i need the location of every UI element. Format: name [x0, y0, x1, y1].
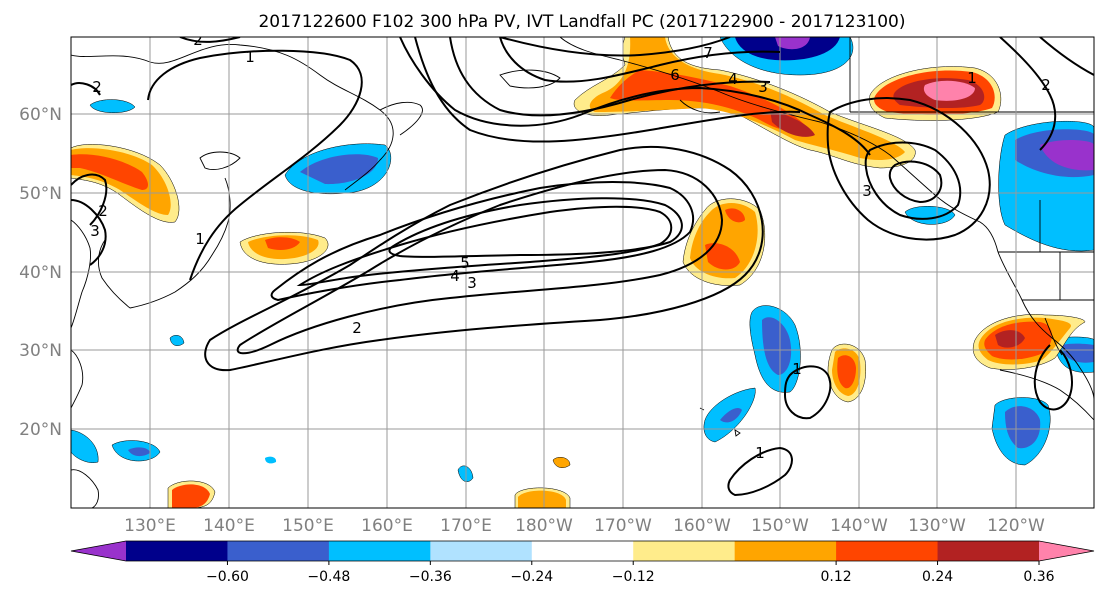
lon-label: 150°W — [751, 516, 809, 536]
lon-label: 160°W — [673, 516, 731, 536]
contour-label: 6 — [670, 66, 680, 84]
contour-label: 2 — [1041, 76, 1051, 94]
contour-label: 2 — [92, 78, 102, 96]
colorbar-tick-label: 0.36 — [1023, 569, 1054, 585]
contour-label: 2 — [193, 31, 203, 49]
lat-label: 30°N — [19, 341, 62, 361]
contour-label: 3 — [467, 274, 477, 292]
contour-label: 4 — [728, 70, 738, 88]
colorbar-cell — [531, 541, 634, 561]
contour-labels: 1 5 4 3 2 6 7 4 3 1 3 2 2 2 3 1 2 1 1 — [90, 31, 1051, 462]
contour-label: 4 — [450, 267, 460, 285]
map-frame — [70, 36, 1095, 509]
lon-label: 130°E — [124, 516, 176, 536]
colorbar-cell — [937, 541, 1040, 561]
colorbar-tick-label: −0.60 — [206, 569, 249, 585]
lon-label: 180°W — [515, 516, 573, 536]
contour-label: 1 — [195, 230, 205, 248]
colorbar-tick-label: −0.36 — [409, 569, 452, 585]
pv-contours — [71, 37, 1094, 497]
lon-label: 140°E — [203, 516, 255, 536]
lat-label: 20°N — [19, 420, 62, 440]
positive-shading — [71, 37, 1086, 508]
lon-label: 120°W — [987, 516, 1045, 536]
colorbar-extend-low — [71, 541, 126, 561]
lon-label: 170°E — [440, 516, 492, 536]
colorbar-cell — [227, 541, 330, 561]
lon-label: 160°E — [361, 516, 413, 536]
colorbar-tick-label: −0.24 — [510, 569, 553, 585]
contour-label: 1 — [967, 69, 977, 87]
colorbar-tick-label: −0.48 — [307, 569, 350, 585]
colorbar-cell — [430, 541, 533, 561]
contour-label: 1 — [755, 444, 765, 462]
contour-label: 2 — [352, 319, 362, 337]
colorbar-cell — [836, 541, 939, 561]
contour-label: 5 — [460, 254, 470, 272]
contour-label: 2 — [98, 202, 108, 220]
colorbar-tick-label: 0.12 — [821, 569, 852, 585]
colorbar-cell — [328, 541, 431, 561]
colorbar-cell — [633, 541, 736, 561]
colorbar: −0.60−0.48−0.36−0.24−0.120.120.240.360.4… — [70, 540, 1095, 585]
negative-shading — [71, 37, 1094, 482]
lat-label: 40°N — [19, 263, 62, 283]
colorbar-cell — [734, 541, 837, 561]
lon-label: 140°W — [830, 516, 888, 536]
colorbar-tick-label: 0.24 — [922, 569, 953, 585]
longitude-labels: 130°E 140°E 150°E 160°E 170°E 180°W 170°… — [124, 516, 1045, 536]
latitude-labels: 60°N 50°N 40°N 30°N 20°N — [19, 105, 62, 440]
lon-label: 150°E — [282, 516, 334, 536]
lon-label: 130°W — [908, 516, 966, 536]
contour-label: 7 — [703, 44, 713, 62]
contour-label: 3 — [758, 78, 768, 96]
lon-label: 170°W — [594, 516, 652, 536]
colorbar-outline — [70, 540, 1095, 562]
lat-label: 60°N — [19, 105, 62, 125]
contour-label: 3 — [862, 182, 872, 200]
figure-title: 2017122600 F102 300 hPa PV, IVT Landfall… — [258, 12, 905, 32]
contour-label: 1 — [792, 360, 802, 378]
contour-label: 1 — [245, 48, 255, 66]
colorbar-extend-high — [1039, 541, 1094, 561]
colorbar-tick-label: −0.12 — [612, 569, 655, 585]
lat-label: 50°N — [19, 184, 62, 204]
contour-label: 3 — [90, 222, 100, 240]
colorbar-cell — [126, 541, 228, 561]
map-area: 1 5 4 3 2 6 7 4 3 1 3 2 2 2 3 1 2 1 1 — [71, 31, 1094, 508]
